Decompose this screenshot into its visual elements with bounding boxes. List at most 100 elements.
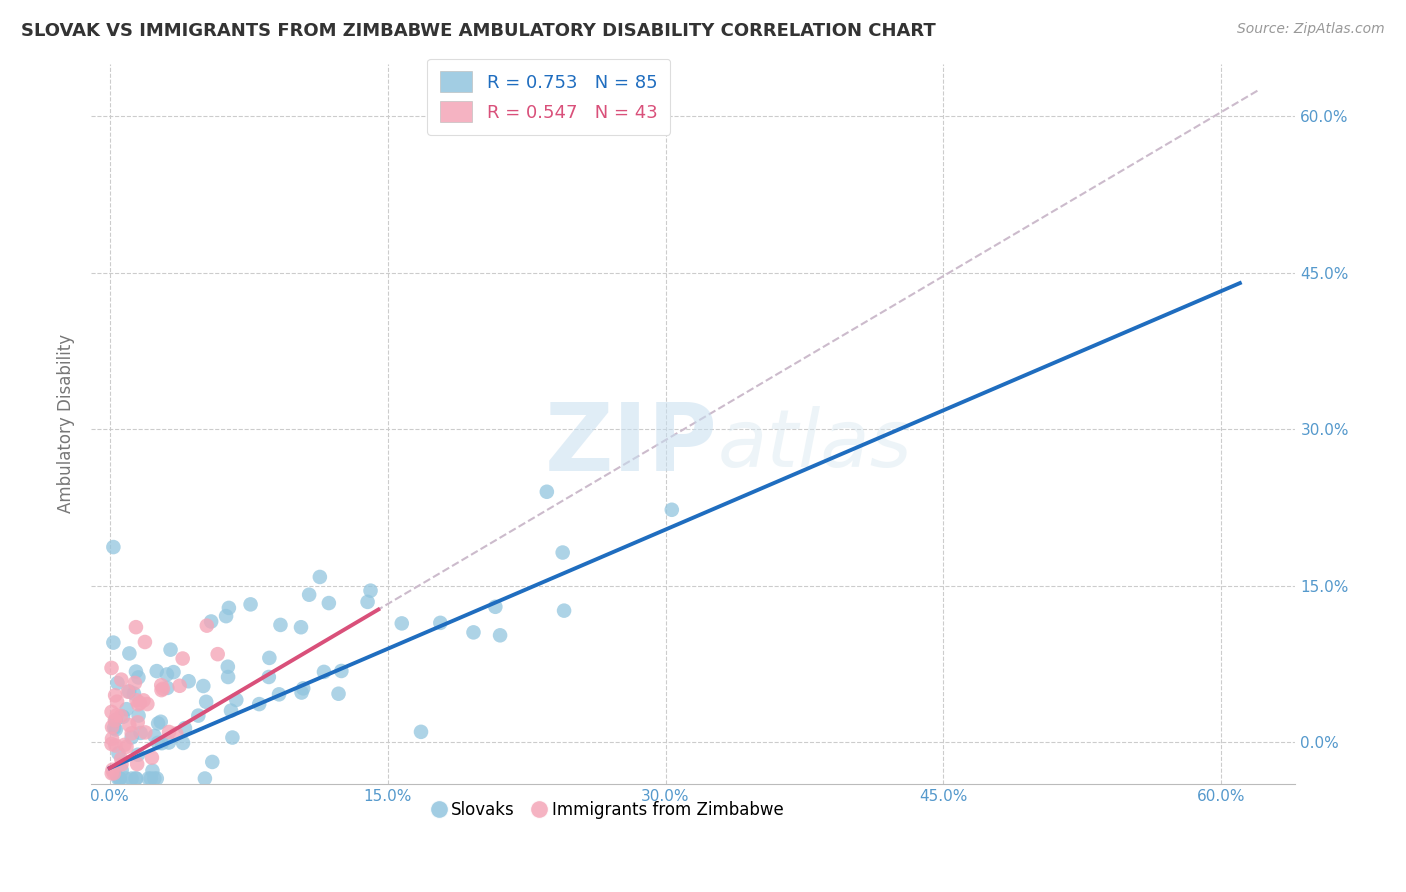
Point — [156, 667, 179, 681]
Point — [429, 615, 451, 630]
Point — [463, 625, 485, 640]
Point — [553, 604, 575, 618]
Point — [121, 772, 143, 786]
Point — [165, 726, 187, 740]
Point — [103, 540, 125, 554]
Text: ZIP: ZIP — [544, 400, 717, 491]
Point — [114, 772, 136, 786]
Point — [107, 676, 129, 690]
Point — [225, 693, 247, 707]
Point — [110, 709, 132, 723]
Point — [312, 665, 335, 679]
Legend: Slovaks, Immigrants from Zimbabwe: Slovaks, Immigrants from Zimbabwe — [427, 795, 790, 826]
Point — [134, 635, 156, 649]
Point — [127, 698, 149, 712]
Point — [159, 642, 181, 657]
Point — [194, 772, 217, 786]
Point — [149, 714, 172, 729]
Text: atlas: atlas — [717, 407, 912, 484]
Point — [391, 616, 413, 631]
Point — [105, 708, 128, 723]
Point — [221, 731, 243, 745]
Point — [267, 687, 290, 701]
Point — [105, 695, 128, 709]
Point — [101, 763, 124, 777]
Point — [217, 670, 239, 684]
Point — [124, 676, 146, 690]
Point — [298, 588, 321, 602]
Point — [110, 673, 132, 687]
Point — [143, 729, 166, 743]
Point — [101, 720, 124, 734]
Y-axis label: Ambulatory Disability: Ambulatory Disability — [58, 334, 75, 514]
Point — [207, 647, 229, 661]
Point — [107, 746, 129, 760]
Point — [150, 736, 173, 750]
Point — [318, 596, 340, 610]
Point — [110, 752, 132, 766]
Point — [103, 766, 125, 780]
Point — [104, 713, 127, 727]
Point — [127, 715, 149, 730]
Point — [129, 726, 152, 740]
Point — [118, 684, 141, 698]
Point — [195, 695, 218, 709]
Point — [141, 750, 163, 764]
Point — [174, 721, 197, 735]
Point — [157, 735, 180, 749]
Point — [360, 583, 382, 598]
Point — [239, 598, 262, 612]
Point — [125, 772, 148, 786]
Point — [100, 737, 122, 751]
Point — [661, 502, 683, 516]
Point — [146, 736, 169, 750]
Point — [136, 697, 159, 711]
Point — [115, 739, 138, 754]
Point — [292, 681, 315, 696]
Point — [177, 674, 200, 689]
Point — [108, 772, 131, 786]
Text: Source: ZipAtlas.com: Source: ZipAtlas.com — [1237, 22, 1385, 37]
Point — [141, 764, 163, 778]
Point — [217, 659, 239, 673]
Point — [114, 738, 136, 752]
Point — [195, 618, 218, 632]
Point — [100, 766, 122, 780]
Point — [269, 618, 291, 632]
Point — [125, 665, 148, 679]
Point — [162, 665, 184, 680]
Point — [172, 651, 194, 665]
Point — [132, 693, 155, 707]
Point — [150, 678, 173, 692]
Point — [536, 484, 558, 499]
Point — [121, 731, 143, 745]
Point — [110, 757, 132, 772]
Point — [111, 710, 134, 724]
Point — [121, 726, 143, 740]
Point — [259, 651, 281, 665]
Point — [118, 647, 141, 661]
Point — [108, 772, 131, 786]
Point — [134, 725, 156, 739]
Point — [187, 708, 209, 723]
Point — [328, 687, 350, 701]
Point — [111, 763, 134, 777]
Point — [107, 772, 129, 786]
Point — [129, 696, 152, 710]
Point — [218, 601, 240, 615]
Point — [409, 724, 432, 739]
Point — [308, 570, 330, 584]
Point — [169, 679, 191, 693]
Point — [157, 725, 180, 739]
Point — [290, 685, 312, 699]
Point — [104, 714, 127, 728]
Point — [143, 772, 166, 786]
Point — [484, 599, 506, 614]
Point — [145, 664, 167, 678]
Point — [200, 615, 222, 629]
Text: SLOVAK VS IMMIGRANTS FROM ZIMBABWE AMBULATORY DISABILITY CORRELATION CHART: SLOVAK VS IMMIGRANTS FROM ZIMBABWE AMBUL… — [21, 22, 936, 40]
Point — [122, 687, 145, 701]
Point — [127, 757, 149, 772]
Point — [139, 772, 162, 786]
Point — [330, 664, 353, 678]
